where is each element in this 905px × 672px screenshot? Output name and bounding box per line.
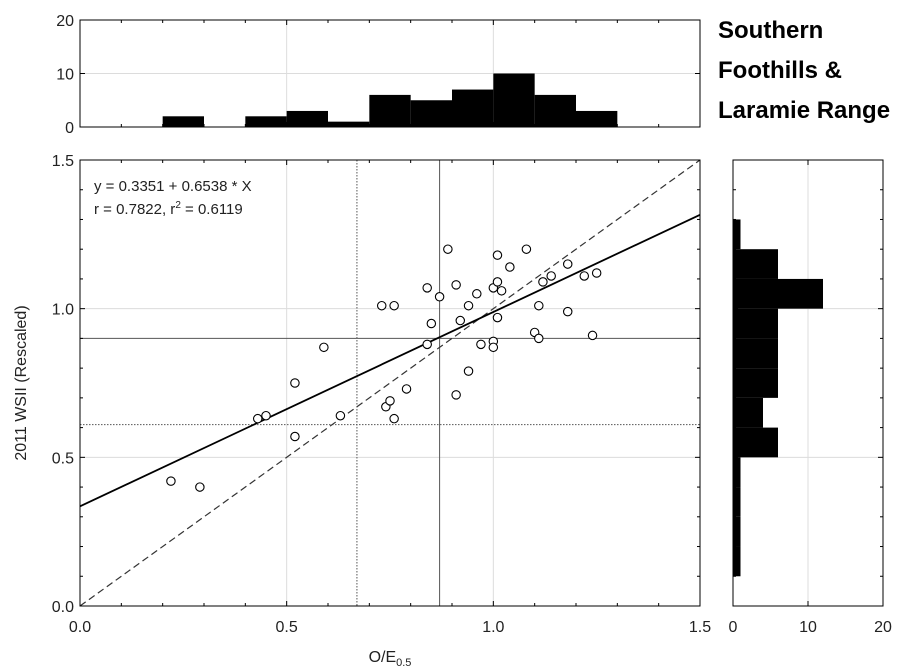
side-hist-bar-2 bbox=[733, 487, 741, 517]
x-axis-label: O/E0.5 bbox=[369, 649, 412, 669]
scatter-point-5 bbox=[290, 431, 300, 442]
scatter-point-41 bbox=[562, 306, 573, 317]
top-hist-bar-9 bbox=[576, 110, 618, 127]
scatter-point-4 bbox=[290, 378, 300, 388]
scatter-point-32 bbox=[496, 286, 507, 296]
top-ytick-label-0: 0 bbox=[65, 120, 74, 137]
side-hist-bar-9 bbox=[733, 278, 823, 309]
scatter-point-33 bbox=[505, 262, 515, 272]
correlation-text-prefix: r = 0.7822, r bbox=[94, 201, 175, 218]
scatter-point-29 bbox=[492, 277, 503, 287]
scatter-point-7 bbox=[335, 410, 346, 421]
scatter-point-18 bbox=[443, 244, 453, 254]
scatter-point-31 bbox=[492, 250, 503, 260]
main-plot-frame bbox=[79, 159, 701, 607]
main-ytick-label-3: 1.5 bbox=[52, 153, 74, 170]
scatter-point-20 bbox=[451, 390, 461, 400]
scatter-point-38 bbox=[538, 277, 548, 287]
scatter-point-40 bbox=[562, 259, 573, 269]
main-xtick-label-1: 0.5 bbox=[276, 619, 298, 636]
side-hist-bar-11 bbox=[733, 219, 741, 250]
regression-equation: y = 0.3351 + 0.6538 * X bbox=[94, 178, 252, 195]
main-xtick-label-3: 1.5 bbox=[689, 619, 711, 636]
scatter-point-11 bbox=[389, 413, 399, 424]
scatter-point-24 bbox=[472, 289, 482, 299]
side-hist-bar-4 bbox=[733, 427, 778, 458]
scatter-point-34 bbox=[521, 244, 532, 254]
title-line-2: Foothills & bbox=[718, 57, 842, 84]
top-hist-bar-7 bbox=[493, 73, 535, 127]
scatter-point-16 bbox=[426, 318, 437, 329]
main-ytick-label-0: 0.0 bbox=[52, 599, 74, 616]
correlation-text-suffix: = 0.6119 bbox=[181, 201, 243, 218]
top-hist-bar-8 bbox=[534, 94, 576, 127]
side-xtick-label-0: 0 bbox=[729, 619, 738, 636]
title-line-1: Southern bbox=[718, 17, 824, 44]
scatter-point-28 bbox=[488, 342, 499, 353]
scatter-point-25 bbox=[476, 339, 486, 350]
title-line-3: Laramie Range bbox=[718, 97, 891, 124]
scatter-point-21 bbox=[455, 315, 466, 326]
scatter-point-23 bbox=[463, 366, 474, 376]
top-ytick-label-2: 20 bbox=[56, 13, 74, 30]
identity-line bbox=[79, 159, 701, 607]
scatter-point-3 bbox=[261, 410, 271, 421]
scatter-point-2 bbox=[252, 413, 263, 424]
scatter-point-0 bbox=[166, 476, 176, 486]
side-hist-bar-8 bbox=[733, 308, 778, 339]
top-hist-bar-1 bbox=[245, 116, 287, 127]
top-hist-bar-0 bbox=[162, 116, 204, 127]
top-hist-bar-2 bbox=[286, 110, 328, 127]
scatter-point-42 bbox=[579, 271, 590, 281]
side-xtick-label-2: 20 bbox=[874, 619, 892, 636]
scatter-point-39 bbox=[546, 271, 556, 281]
main-xtick-label-0: 0.0 bbox=[69, 619, 91, 636]
side-xtick-label-1: 10 bbox=[799, 619, 817, 636]
y-axis-label: 2011 WSII (Rescaled) bbox=[13, 305, 30, 460]
correlation-text-sup: 2 bbox=[175, 200, 181, 211]
regression-line bbox=[79, 213, 701, 508]
scatter-point-12 bbox=[389, 300, 399, 311]
scatter-point-43 bbox=[587, 330, 598, 341]
scatter-point-22 bbox=[463, 300, 474, 311]
scatter-point-15 bbox=[422, 339, 432, 350]
side-hist-bar-6 bbox=[733, 368, 778, 398]
scatter-point-6 bbox=[319, 342, 329, 353]
scatter-point-19 bbox=[451, 280, 461, 290]
scatter-point-44 bbox=[591, 268, 602, 278]
top-ytick-label-1: 10 bbox=[56, 67, 74, 84]
scatter-point-13 bbox=[401, 384, 412, 394]
scatter-point-10 bbox=[385, 396, 395, 406]
top-hist-bar-3 bbox=[328, 121, 370, 127]
side-hist-bar-7 bbox=[733, 338, 778, 369]
top-hist-bar-4 bbox=[369, 94, 411, 127]
correlation-text: r = 0.7822, r2 = 0.6119 bbox=[94, 200, 243, 218]
main-ytick-label-2: 1.0 bbox=[52, 302, 74, 319]
side-hist-bar-5 bbox=[733, 397, 763, 428]
side-hist-bar-3 bbox=[733, 457, 741, 488]
side-hist-bar-0 bbox=[733, 546, 741, 577]
scatter-point-37 bbox=[534, 300, 544, 311]
scatter-point-36 bbox=[534, 333, 544, 344]
x-axis-label-subscript: 0.5 bbox=[396, 657, 411, 669]
side-hist-bar-1 bbox=[733, 516, 741, 547]
scatter-point-17 bbox=[434, 292, 445, 302]
top-hist-bar-5 bbox=[410, 100, 452, 127]
scatter-point-14 bbox=[422, 283, 432, 293]
scatter-point-1 bbox=[195, 482, 205, 492]
side-hist-bar-10 bbox=[733, 249, 778, 279]
scatter-point-8 bbox=[376, 300, 387, 311]
main-xtick-label-2: 1.0 bbox=[482, 619, 504, 636]
scatter-point-30 bbox=[492, 312, 503, 323]
top-hist-bar-6 bbox=[452, 89, 494, 127]
main-ytick-label-1: 0.5 bbox=[52, 450, 74, 467]
